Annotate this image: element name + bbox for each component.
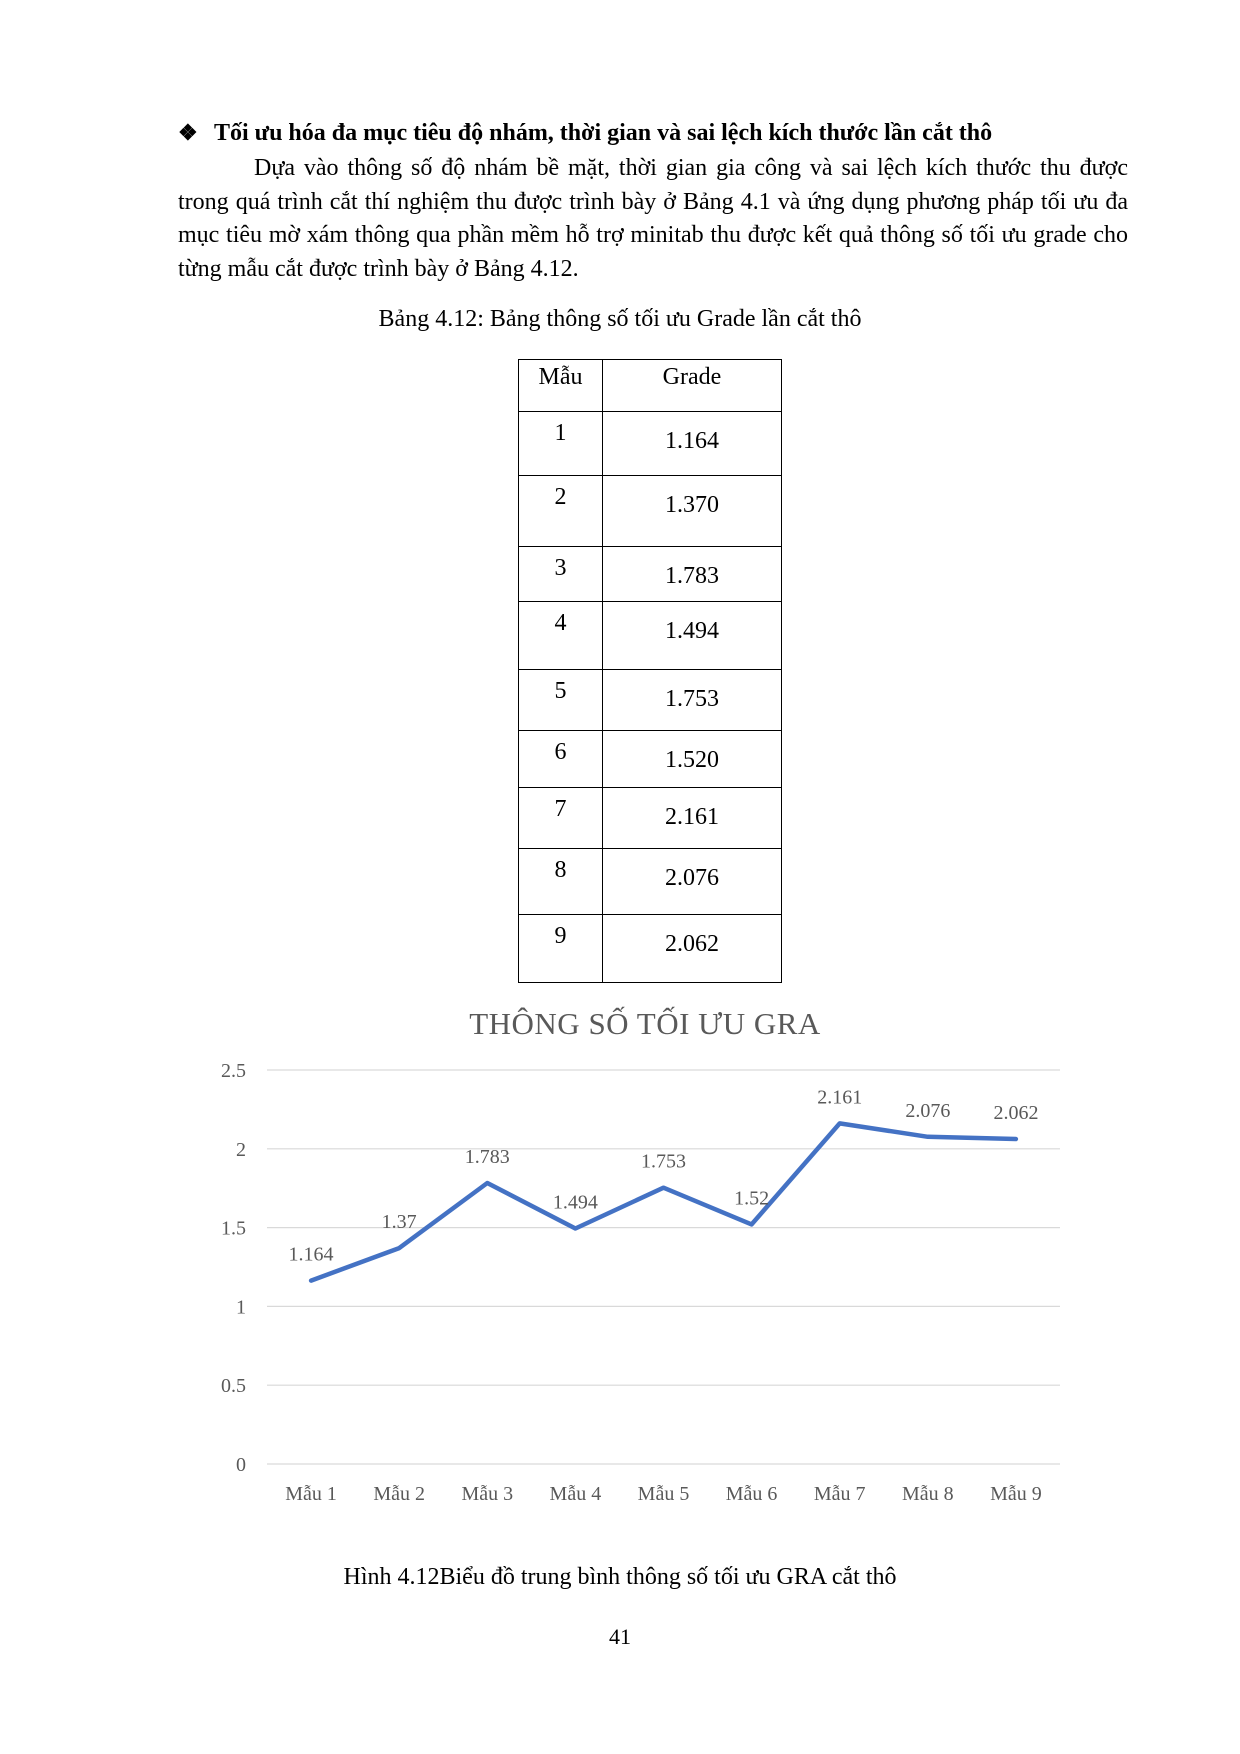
y-tick-label: 2 [236, 1139, 246, 1161]
series-line [308, 1121, 1019, 1283]
table-cell-grade: 1.494 [665, 618, 719, 644]
body-paragraph: Dựa vào thông số độ nhám bề mặt, thời gi… [178, 152, 1128, 286]
y-tick-label: 2.5 [221, 1060, 246, 1082]
table-cell-sample: 5 [554, 678, 567, 704]
x-tick-label: Mẫu 5 [638, 1483, 690, 1505]
table-cell-sample: 7 [554, 796, 567, 822]
data-label: 1.783 [465, 1146, 510, 1168]
x-tick-label: Mẫu 9 [990, 1483, 1042, 1505]
section-heading: ❖ Tối ưu hóa đa mục tiêu độ nhám, thời gi… [178, 118, 1138, 148]
x-tick-label: Mẫu 7 [814, 1483, 866, 1505]
data-label: 1.52 [734, 1187, 769, 1209]
table-row: 6 1.520 [518, 730, 782, 788]
page-number: 41 [609, 1624, 631, 1649]
body-paragraph-text: Dựa vào thông số độ nhám bề mặt, thời gi… [178, 155, 1128, 282]
table-row: 3 1.783 [518, 546, 782, 602]
table-cell-sample: 6 [554, 739, 567, 765]
data-label: 1.37 [382, 1211, 417, 1233]
table-header-sample: Mẫu [518, 359, 603, 412]
x-tick-label: Mẫu 8 [902, 1483, 954, 1505]
data-label: 1.164 [289, 1244, 334, 1266]
table-cell-grade: 1.520 [665, 747, 719, 773]
table-cell-grade: 2.062 [665, 931, 719, 957]
table-cell-sample: 3 [554, 555, 567, 581]
y-tick-label: 0.5 [221, 1375, 246, 1397]
x-tick-label: Mẫu 6 [726, 1483, 778, 1505]
data-label: 1.494 [553, 1192, 598, 1214]
table-header-row: Mẫu Grade [518, 359, 782, 412]
table-row: 7 2.161 [518, 787, 782, 849]
table-row: 1 1.164 [518, 411, 782, 476]
data-label: 2.076 [905, 1100, 950, 1122]
table-caption: Bảng 4.12: Bảng thông số tối ưu Grade lầ… [378, 306, 862, 332]
table-cell-sample: 9 [554, 923, 567, 949]
section-heading-text: Tối ưu hóa đa mục tiêu độ nhám, thời gia… [214, 120, 993, 146]
table-row: 9 2.062 [518, 914, 782, 983]
data-label: 2.062 [993, 1102, 1038, 1124]
table-row: 5 1.753 [518, 669, 782, 731]
table-row: 4 1.494 [518, 601, 782, 670]
table-cell-sample: 4 [554, 610, 567, 636]
y-tick-label: 0 [236, 1454, 246, 1476]
table-cell-grade: 2.161 [665, 804, 719, 830]
grade-table: Mẫu Grade 1 1.164 2 1.370 3 1.783 4 1.49… [518, 359, 782, 983]
y-tick-label: 1 [236, 1296, 246, 1318]
table-cell-grade: 2.076 [665, 865, 719, 891]
figure-caption: Hình 4.12Biểu đồ trung bình thông số tối… [343, 1564, 897, 1590]
table-cell-grade: 1.753 [665, 686, 719, 712]
table-header-grade: Grade [602, 359, 782, 412]
table-cell-sample: 2 [554, 484, 567, 510]
y-tick-label: 1.5 [221, 1218, 246, 1240]
table-cell-sample: 1 [554, 420, 567, 446]
data-label: 1.753 [641, 1151, 686, 1173]
table-cell-sample: 8 [554, 857, 567, 883]
x-tick-label: Mẫu 1 [285, 1483, 337, 1505]
diamond-bullet-icon: ❖ [178, 120, 198, 145]
gra-line-chart: 00.511.522.5 Mẫu 1 Mẫu 2 Mẫu 3 Mẫu 4 Mẫu 5 Mẫ… [221, 1060, 1060, 1505]
table-cell-grade: 1.370 [665, 492, 719, 518]
table-cell-grade: 1.783 [665, 563, 719, 589]
x-tick-label: Mẫu 4 [550, 1483, 602, 1505]
x-tick-label: Mẫu 3 [461, 1483, 513, 1505]
table-row: 8 2.076 [518, 848, 782, 915]
chart-title: THÔNG SỐ TỐI ƯU GRA [469, 1006, 821, 1041]
data-label: 2.161 [817, 1086, 862, 1108]
table-cell-grade: 1.164 [665, 428, 719, 454]
x-tick-label: Mẫu 2 [373, 1483, 425, 1505]
table-row: 2 1.370 [518, 475, 782, 547]
